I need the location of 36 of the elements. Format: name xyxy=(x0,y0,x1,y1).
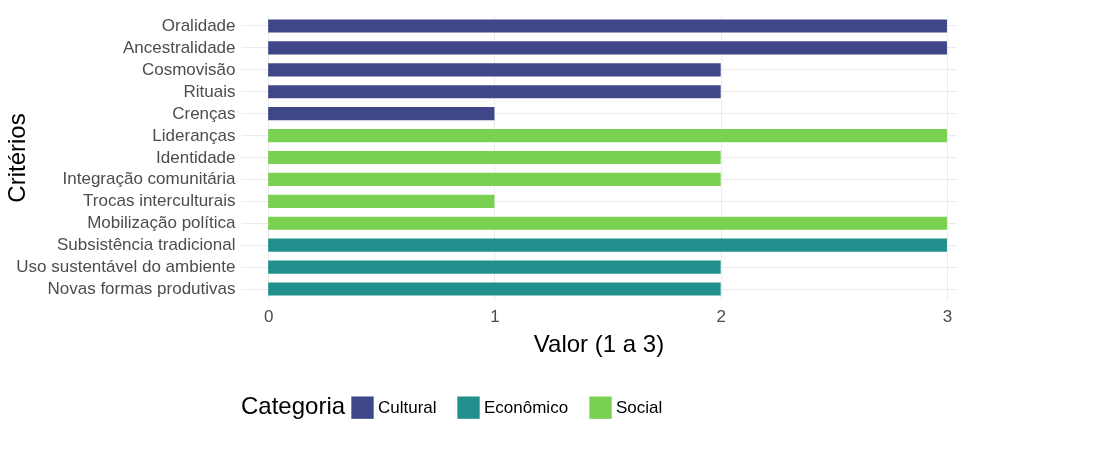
y-tick-label: Ancestralidade xyxy=(123,37,236,57)
bar xyxy=(268,282,721,296)
bar xyxy=(268,85,721,99)
y-tick-label: Identidade xyxy=(156,147,236,167)
x-tick-label: 2 xyxy=(716,306,726,326)
y-axis-title: Critérios xyxy=(2,113,30,203)
bar xyxy=(268,150,721,165)
y-tick-label: Integração comunitária xyxy=(62,169,237,189)
y-tick-label: Rituais xyxy=(183,81,236,101)
x-tick-label: 0 xyxy=(263,306,274,326)
bar xyxy=(268,260,721,274)
bar xyxy=(268,107,495,121)
y-tick-label: Lideranças xyxy=(152,125,236,145)
y-tick-label: Subsistência tradicional xyxy=(56,235,236,255)
y-tick-label: Novas formas produtivas xyxy=(47,279,236,299)
x-tick-label: 3 xyxy=(942,306,953,326)
x-axis-title: Valor (1 a 3) xyxy=(533,329,665,357)
y-tick-label: Crenças xyxy=(172,103,236,123)
legend-label: Social xyxy=(616,397,663,417)
y-tick-label: Mobilização política xyxy=(87,213,237,233)
y-tick-label: Oralidade xyxy=(161,15,236,35)
bar xyxy=(268,238,947,252)
bar xyxy=(268,19,947,33)
bar xyxy=(268,63,721,77)
bar xyxy=(268,216,947,230)
bar xyxy=(268,172,721,186)
legend-title: Categoria xyxy=(241,392,346,419)
bar xyxy=(268,41,947,55)
y-tick-label: Cosmovisão xyxy=(141,59,236,79)
legend-label: Cultural xyxy=(378,397,437,417)
y-tick-label: Trocas interculturais xyxy=(83,191,236,211)
y-tick-label: Uso sustentável do ambiente xyxy=(16,257,236,277)
bar xyxy=(268,194,495,208)
bar xyxy=(268,129,947,143)
x-tick-label: 1 xyxy=(490,306,500,326)
legend-label: Econômico xyxy=(484,397,569,417)
